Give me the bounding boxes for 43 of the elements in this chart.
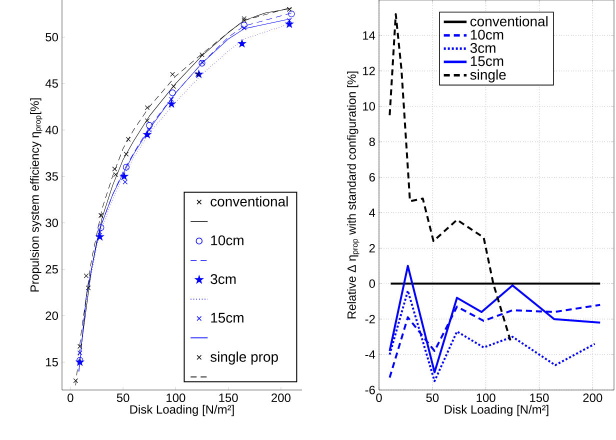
- x-tick-label: 50: [116, 394, 130, 402]
- y-tick-label: 40: [45, 126, 58, 134]
- y-tick-label: 14: [363, 31, 376, 40]
- y-tick-label: 6: [369, 173, 375, 182]
- x-axis-title: Disk Loading [N/m²]: [130, 404, 234, 416]
- y-tick-label: 20: [46, 311, 58, 320]
- y-tick-label: 50: [46, 32, 58, 42]
- x-tick-label: 100: [166, 394, 186, 402]
- x-tick-label: 200: [583, 394, 602, 402]
- x-tick-label: 50: [426, 394, 439, 402]
- y-axis-title: Relative Δ η$_{prop}$ with standard configuration [%]: [347, 72, 360, 318]
- x-axis-title: Disk Loading [N/m²]: [444, 404, 548, 416]
- legend-label: single prop: [210, 352, 278, 365]
- y-tick-label: 8: [369, 138, 375, 146]
- legend-label: 3cm: [210, 274, 236, 284]
- y-tick-label: 25: [46, 265, 58, 274]
- legend-label: 15cm: [211, 312, 244, 323]
- x-tick-label: 150: [530, 394, 549, 402]
- y-tick-label: 15: [46, 358, 58, 366]
- legend-label: single: [470, 69, 506, 82]
- legend-label: 10cm: [470, 30, 504, 40]
- y-tick-label: 35: [46, 172, 58, 181]
- legend-label: 15cm: [470, 56, 504, 66]
- x-tick-label: 100: [476, 394, 496, 402]
- x-tick-label: 0: [68, 394, 74, 402]
- y-tick-label: 4: [369, 208, 376, 217]
- y-tick-label: -6: [365, 386, 375, 394]
- y-tick-label: 10: [363, 102, 376, 111]
- y-tick-label: 45: [45, 79, 58, 88]
- x-tick-label: 0: [376, 394, 382, 402]
- y-tick-label: 30: [46, 218, 58, 228]
- legend-label: conventional: [210, 196, 288, 207]
- y-tick-label: 2: [369, 244, 375, 252]
- y-tick-label: -4: [365, 350, 376, 359]
- y-axis-title: Propulsion system efficiency η$_{prop}$[%]: [30, 98, 42, 292]
- y-tick-label: 0: [369, 279, 376, 288]
- y-tick-label: -2: [365, 314, 375, 324]
- x-tick-label: 150: [219, 394, 238, 402]
- legend-label: conventional: [470, 16, 548, 26]
- legend-label: 10cm: [211, 235, 244, 246]
- legend-label: 3cm: [470, 43, 496, 53]
- y-tick-label: 12: [363, 66, 375, 76]
- x-tick-label: 200: [272, 394, 290, 402]
